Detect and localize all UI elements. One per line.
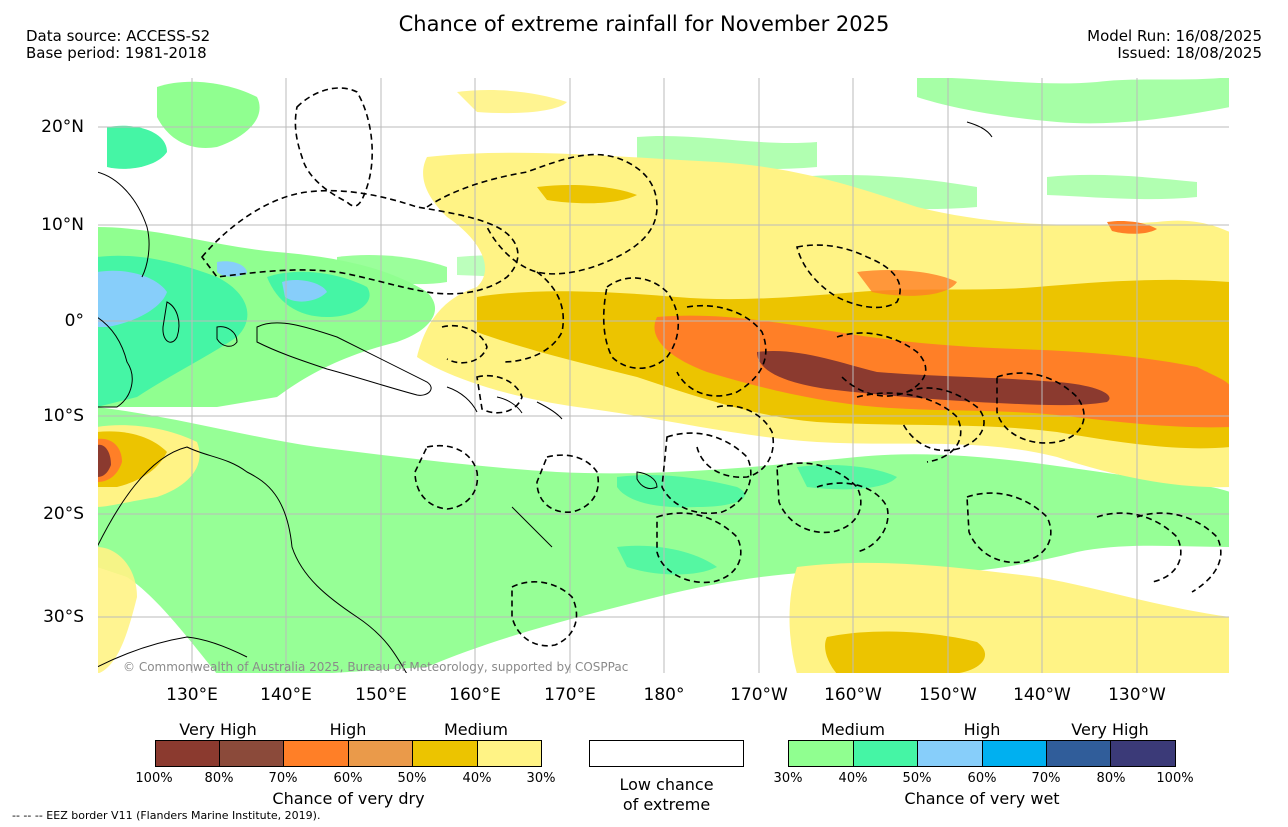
wet-tick: 40% — [838, 771, 868, 786]
lon-label-150w: 150°W — [919, 685, 977, 705]
lon-label-130e: 130°E — [166, 685, 218, 705]
lon-label-180: 180° — [643, 685, 685, 705]
dry-swatch-80-100 — [155, 740, 220, 767]
dry-swatch-60-70 — [283, 740, 349, 767]
lon-label-170e: 170°E — [544, 685, 596, 705]
wet-tick: 100% — [1156, 771, 1194, 786]
lon-label-160e: 160°E — [449, 685, 501, 705]
data-source-label: Data source: ACCESS-S2 — [26, 27, 211, 45]
wet-swatch-30-40 — [788, 740, 854, 767]
wet-tick: 60% — [967, 771, 997, 786]
dry-level-high: High — [329, 720, 367, 739]
base-period-label: Base period: 1981-2018 — [26, 44, 207, 62]
dry-level-very-high: Very High — [179, 720, 257, 739]
graticule — [97, 77, 1230, 674]
map-title: Chance of extreme rainfall for November … — [398, 12, 890, 36]
coastlines — [97, 121, 993, 674]
dry-tick: 80% — [204, 771, 234, 786]
wet-tick: 30% — [773, 771, 803, 786]
dry-swatch-40-50 — [412, 740, 478, 767]
issued-label: Issued: 18/08/2025 — [1117, 44, 1262, 62]
wet-tick: 80% — [1096, 771, 1126, 786]
dry-level-medium: Medium — [444, 720, 508, 739]
rainfall-field — [97, 77, 1230, 674]
low-chance-caption-line2: of extreme — [622, 795, 711, 814]
lon-label-160w: 160°W — [824, 685, 882, 705]
wet-swatch-80-100 — [1110, 740, 1176, 767]
wet-swatch-60-70 — [982, 740, 1047, 767]
lat-label-20n: 20°N — [41, 117, 84, 137]
dry-swatch-30-40 — [477, 740, 542, 767]
model-run-label: Model Run: 16/08/2025 — [1087, 27, 1262, 45]
lat-label-10n: 10°N — [41, 215, 84, 235]
wet-tick: 50% — [902, 771, 932, 786]
dry-tick: 40% — [462, 771, 492, 786]
lat-label-0: 0° — [64, 311, 84, 331]
wet-tick: 70% — [1031, 771, 1061, 786]
dry-tick: 60% — [333, 771, 363, 786]
lat-label-20s: 20°S — [43, 504, 84, 524]
lon-label-150e: 150°E — [355, 685, 407, 705]
lon-label-140e: 140°E — [260, 685, 312, 705]
dry-legend-caption: Chance of very dry — [272, 789, 425, 808]
dry-tick: 70% — [268, 771, 298, 786]
eez-borders — [200, 87, 1222, 647]
low-chance-caption-line1: Low chance — [619, 775, 714, 794]
dry-tick: 30% — [526, 771, 556, 786]
dry-very-high-regions — [97, 351, 1110, 477]
dry-tick: 50% — [397, 771, 427, 786]
lon-label-130w: 130°W — [1108, 685, 1166, 705]
dry-tick: 100% — [135, 771, 173, 786]
wet-swatch-40-50 — [853, 740, 918, 767]
wet-level-very-high: Very High — [1071, 720, 1149, 739]
lon-label-170w: 170°W — [730, 685, 788, 705]
wet-legend-caption: Chance of very wet — [904, 789, 1060, 808]
rainfall-map — [97, 77, 1230, 674]
copyright-note: © Commonwealth of Australia 2025, Bureau… — [123, 660, 629, 674]
lat-label-30s: 30°S — [43, 607, 84, 627]
low-chance-swatch — [589, 740, 744, 767]
lat-label-10s: 10°S — [43, 406, 84, 426]
wet-level-medium: Medium — [821, 720, 885, 739]
eez-footnote: -- -- -- EEZ border V11 (Flanders Marine… — [12, 809, 321, 822]
dry-swatch-50-60 — [348, 740, 413, 767]
wet-level-high: High — [963, 720, 1001, 739]
wet-swatch-50-60 — [917, 740, 983, 767]
wet-swatch-70-80 — [1046, 740, 1111, 767]
lon-label-140w: 140°W — [1013, 685, 1071, 705]
dry-swatch-70-80 — [219, 740, 284, 767]
wet-very-high-regions — [97, 261, 327, 327]
